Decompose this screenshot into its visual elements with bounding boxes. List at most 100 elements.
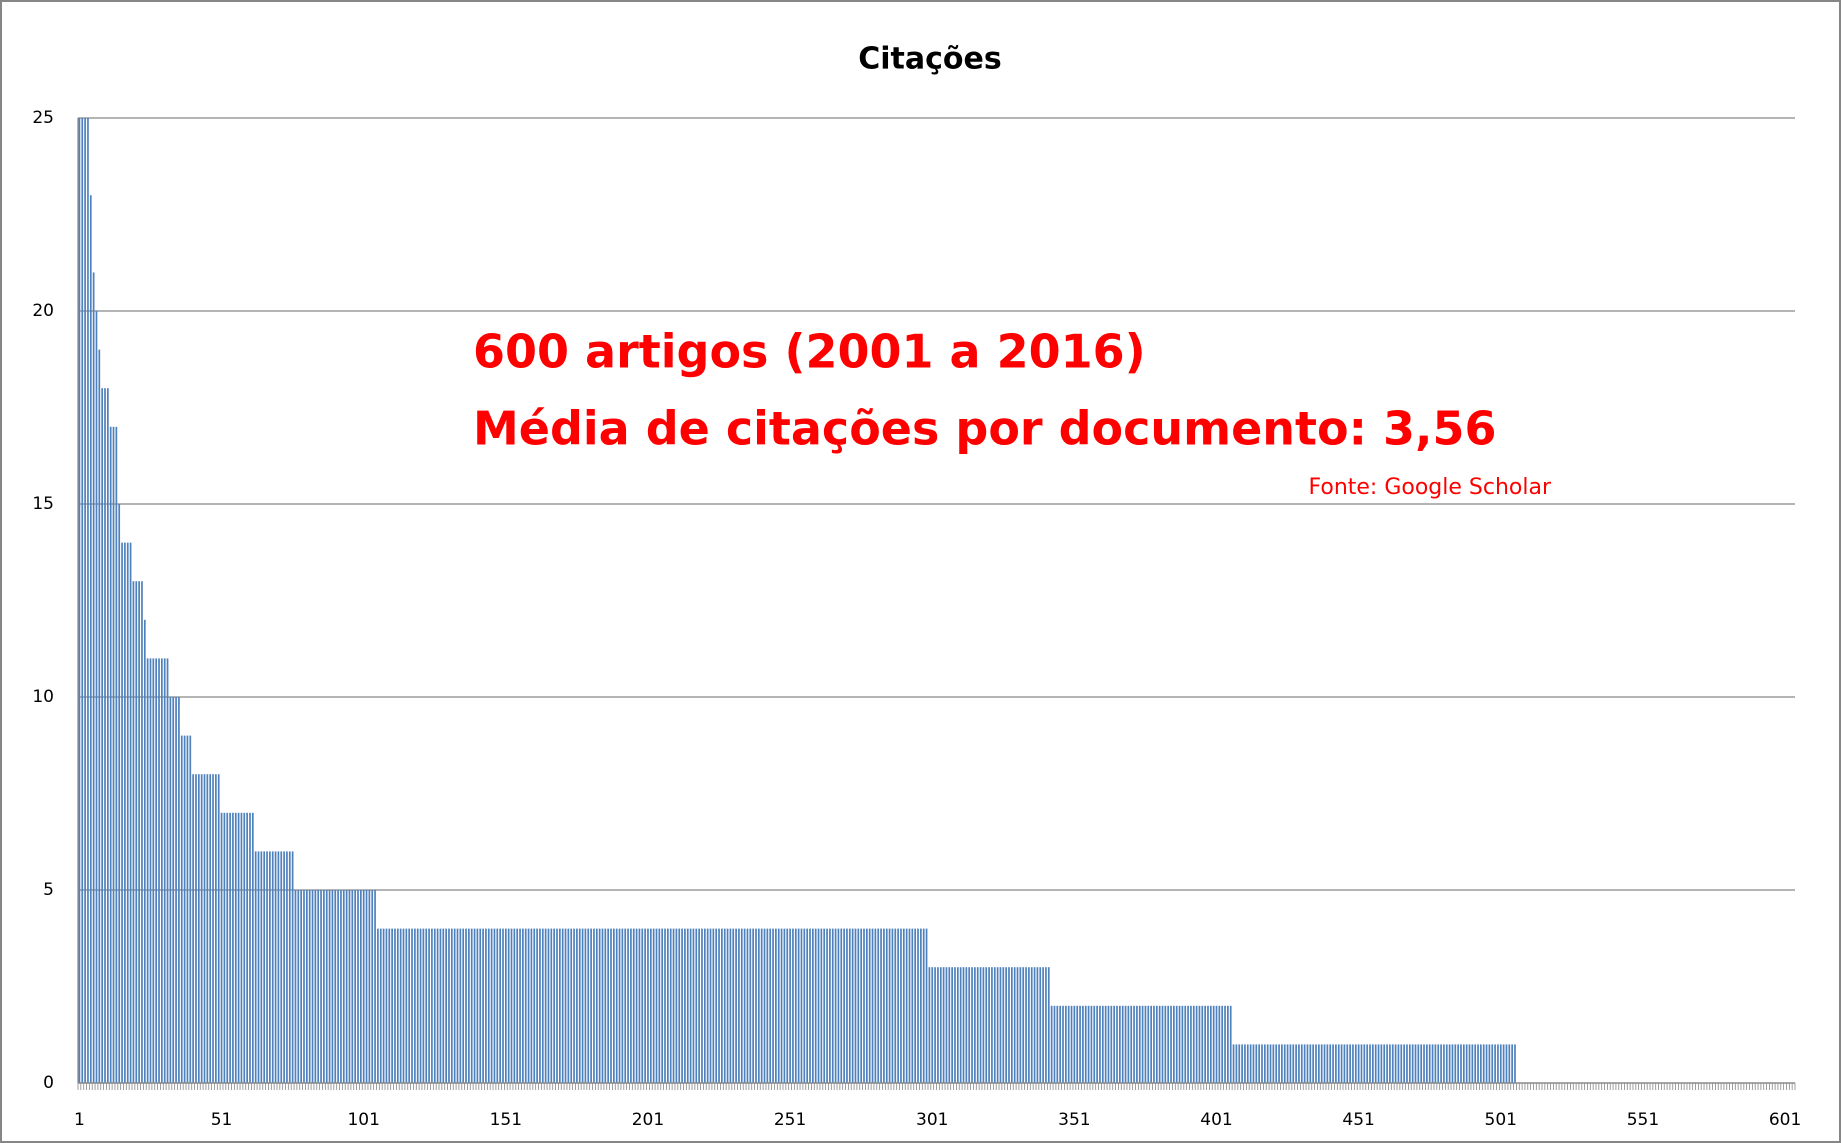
bar <box>1255 1044 1258 1083</box>
bar <box>1124 1005 1127 1083</box>
bar <box>1482 1044 1485 1083</box>
bar <box>1286 1044 1289 1083</box>
bar <box>499 928 501 1083</box>
bar <box>1153 1005 1155 1083</box>
bar <box>405 928 408 1083</box>
bar <box>422 928 425 1083</box>
bar <box>1207 1005 1209 1083</box>
bar <box>303 890 305 1083</box>
bar <box>1499 1044 1502 1083</box>
bar <box>379 928 382 1083</box>
bar <box>612 928 615 1083</box>
bar <box>1343 1044 1346 1083</box>
bar <box>115 426 118 1083</box>
bar <box>1076 1005 1079 1083</box>
bar <box>1019 967 1022 1083</box>
bar <box>686 928 689 1083</box>
bar <box>189 735 192 1083</box>
x-tick-label: 101 <box>347 1110 379 1130</box>
bar <box>547 928 550 1083</box>
bar <box>1147 1005 1150 1083</box>
bar <box>175 697 177 1083</box>
bar <box>962 967 965 1083</box>
bar <box>1227 1005 1229 1083</box>
bar <box>362 890 365 1083</box>
bar <box>396 928 399 1083</box>
bar <box>243 812 246 1083</box>
bar <box>843 928 845 1083</box>
bar <box>317 890 320 1083</box>
bar <box>1218 1005 1221 1083</box>
bar <box>331 890 334 1083</box>
bar <box>129 542 132 1083</box>
bar <box>340 890 342 1083</box>
x-tick-label: 301 <box>916 1110 948 1130</box>
bar <box>848 928 851 1083</box>
bar <box>1400 1044 1403 1083</box>
bar <box>1192 1005 1195 1083</box>
bar <box>601 928 604 1083</box>
bar <box>1204 1005 1206 1083</box>
bar <box>473 928 476 1083</box>
bar <box>1275 1044 1278 1083</box>
bar <box>701 928 703 1083</box>
bar <box>237 812 240 1083</box>
bar <box>1127 1005 1130 1083</box>
bar <box>1266 1044 1269 1083</box>
bar <box>561 928 564 1083</box>
bar <box>186 735 189 1083</box>
bar <box>1443 1044 1445 1083</box>
bar <box>251 812 254 1083</box>
bar <box>703 928 706 1083</box>
bar <box>846 928 848 1083</box>
bar <box>1292 1044 1295 1083</box>
bar <box>138 581 140 1083</box>
bar <box>1167 1005 1170 1083</box>
bar <box>740 928 743 1083</box>
bar <box>920 928 922 1083</box>
bar <box>868 928 871 1083</box>
bar <box>1426 1044 1428 1083</box>
bar <box>1030 967 1033 1083</box>
chart-title: Citações <box>858 42 1001 77</box>
bar <box>564 928 567 1083</box>
bar <box>641 928 644 1083</box>
bar <box>1246 1044 1249 1083</box>
bar <box>92 272 95 1083</box>
bar <box>1477 1044 1479 1083</box>
bar <box>806 928 809 1083</box>
bar <box>1337 1044 1340 1083</box>
bar <box>863 928 865 1083</box>
bar <box>101 388 104 1083</box>
bar <box>109 426 112 1083</box>
bar <box>385 928 388 1083</box>
bar <box>1494 1044 1496 1083</box>
bar <box>1229 1005 1232 1083</box>
bar <box>991 967 993 1083</box>
bar <box>283 851 285 1083</box>
bar <box>394 928 396 1083</box>
bar <box>1414 1044 1417 1083</box>
bar <box>922 928 925 1083</box>
bar <box>914 928 917 1083</box>
bar <box>439 928 442 1083</box>
bar <box>493 928 496 1083</box>
bar <box>1354 1044 1357 1083</box>
bar <box>334 890 337 1083</box>
bar <box>510 928 513 1083</box>
bar <box>1514 1044 1516 1083</box>
bar <box>399 928 402 1083</box>
bar <box>260 851 263 1083</box>
bar <box>348 890 351 1083</box>
bar <box>215 774 217 1083</box>
bar <box>792 928 794 1083</box>
bar <box>442 928 445 1083</box>
bar <box>496 928 499 1083</box>
bar <box>200 774 203 1083</box>
bar <box>578 928 581 1083</box>
bar <box>979 967 982 1083</box>
bar <box>698 928 700 1083</box>
x-tick-label: 601 <box>1769 1110 1801 1130</box>
bar <box>1096 1005 1098 1083</box>
x-tick-label: 451 <box>1342 1110 1374 1130</box>
